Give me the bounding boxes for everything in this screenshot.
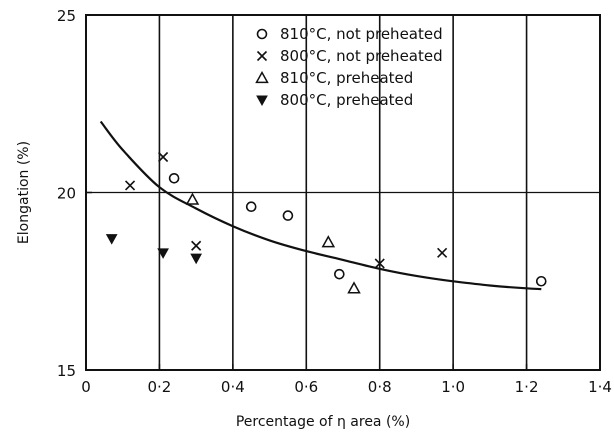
legend-marker [256,95,268,107]
data-point-series-4 [105,234,118,245]
legend-label: 810°C, preheated [280,69,413,87]
x-axis-label: Percentage of η area (%) [236,414,410,430]
x-tick-label: 0·2 [147,378,171,396]
legend-marker [256,28,268,40]
legend-marker [255,70,269,84]
axis-ticks: 0 0·2 0·4 0·6 0·8 1·0 1·2 1·4 15 20 25 [57,7,612,396]
data-point-series-1 [334,268,345,280]
legend-label: 810°C, not preheated [280,25,443,43]
y-tick-label: 25 [57,7,76,25]
grid-lines [86,15,600,370]
x-tick-label: 1·4 [588,378,612,396]
x-tick-label: 0·4 [221,378,245,396]
data-point-series-1 [168,173,180,184]
data-point-series-4 [190,253,202,265]
data-point-series-4 [157,248,169,259]
data-point-series-1 [245,201,257,212]
legend-marker [256,50,268,62]
data-point-series-3 [347,281,361,294]
data-point-series-2 [437,247,448,258]
y-axis-label: Elongation (%) [16,141,32,244]
data-point-series-2 [191,240,202,251]
data-point-series-1 [282,210,294,221]
data-point-series-2 [124,180,136,191]
data-point-series-2 [158,151,169,163]
x-tick-label: 1·0 [441,378,465,396]
fit-curve [99,120,542,291]
data-point-series-2 [374,258,385,269]
y-tick-label: 20 [57,185,76,203]
legend: 810°C, not preheated 800°C, not preheated… [255,25,443,109]
x-tick-label: 0·8 [368,378,392,396]
x-tick-label: 0·6 [294,378,318,396]
x-tick-label: 0 [81,378,91,396]
fit-curve-layer [99,120,542,291]
data-point-series-3 [321,235,336,248]
x-tick-label: 1·2 [515,378,539,396]
legend-label: 800°C, preheated [280,91,413,109]
data-points [105,151,547,294]
data-point-series-3 [185,192,200,205]
data-point-series-1 [535,275,547,287]
legend-label: 800°C, not preheated [280,47,443,65]
y-tick-label: 15 [57,362,76,380]
